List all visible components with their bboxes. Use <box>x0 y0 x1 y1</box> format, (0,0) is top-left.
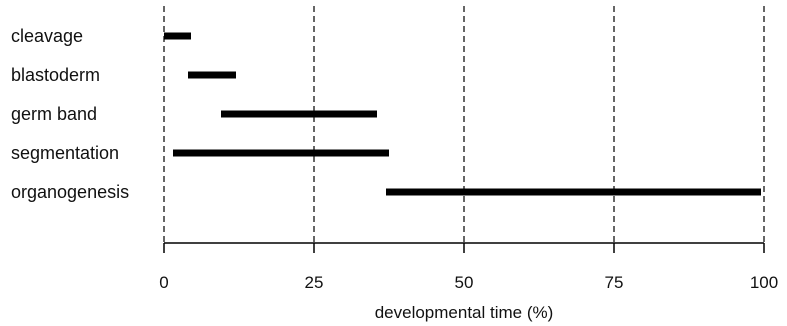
category-labels: cleavage blastoderm germ band segmentation o… <box>11 26 129 202</box>
x-axis-title: developmental time (%) <box>375 303 554 322</box>
category-label: blastoderm <box>11 65 100 85</box>
category-label: segmentation <box>11 143 119 163</box>
range-bars <box>164 32 761 196</box>
category-label: germ band <box>11 104 97 124</box>
category-label: cleavage <box>11 26 83 46</box>
x-tick-label: 75 <box>605 273 624 292</box>
x-tick-label: 0 <box>159 273 168 292</box>
gridlines <box>163 6 765 243</box>
x-tick-label: 100 <box>750 273 778 292</box>
x-tick-label: 50 <box>455 273 474 292</box>
category-label: organogenesis <box>11 182 129 202</box>
x-tick-label: 25 <box>305 273 324 292</box>
x-ticks: 0 25 50 75 100 <box>159 243 778 292</box>
